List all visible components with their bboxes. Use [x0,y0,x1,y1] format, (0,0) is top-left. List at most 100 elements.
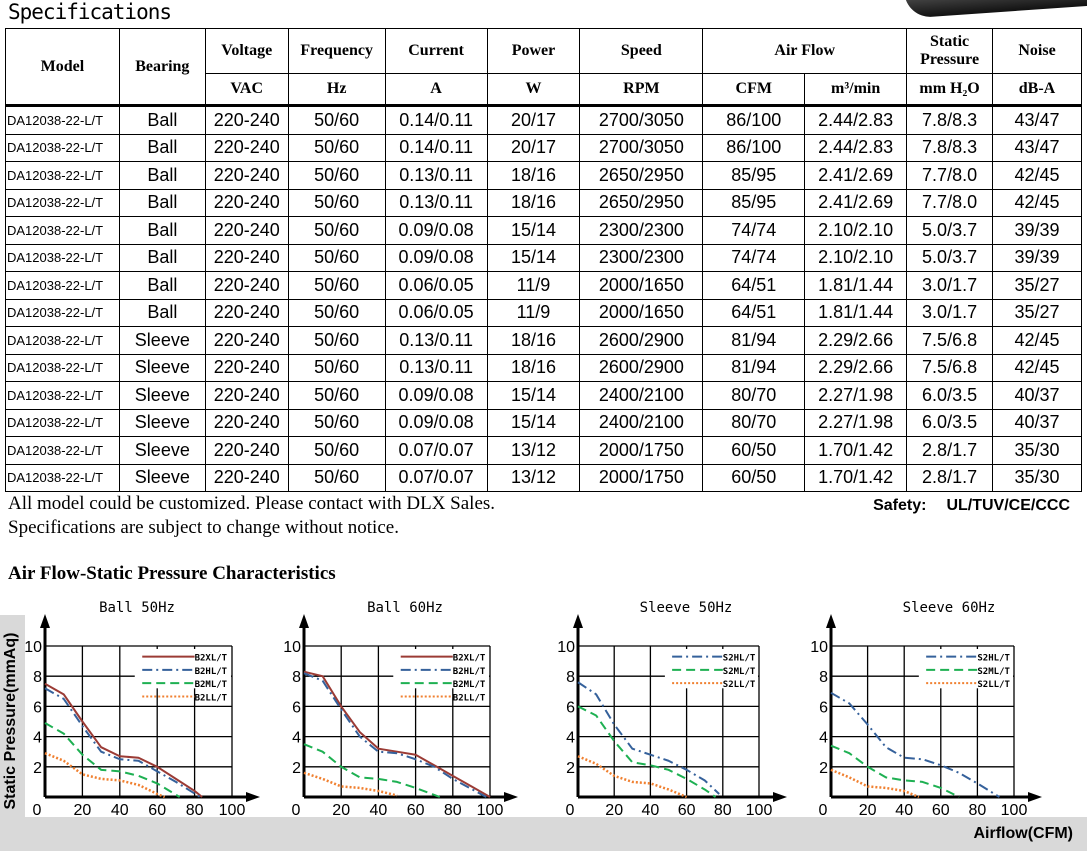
table-cell: 15/14 [486,408,581,437]
table-cell: 0.06/0.05 [384,298,488,327]
x-tick-label: 40 [370,802,388,819]
x-tick-label: 60 [407,802,425,819]
legend-label: B2LL/T [195,693,228,703]
table-cell: 220-240 [204,381,289,410]
legend-label: S2LL/T [977,680,1010,690]
legend-label: S2LL/T [723,680,756,690]
table-cell: 2.44/2.83 [804,133,908,162]
table-cell: Sleeve [118,436,206,465]
unit-current: A [384,73,488,106]
table-cell: 2650/2950 [579,188,704,217]
table-cell: 50/60 [287,408,386,437]
table-cell: 1.70/1.42 [804,463,908,492]
x-tick-label: 20 [605,802,623,819]
legend-box [918,649,1013,689]
table-row: DA12038-22-L/T Sleeve 220-240 50/60 0.13/0.1… [5,353,1082,382]
table-cell: 220-240 [204,271,289,300]
y-tick-label: 4 [819,730,828,747]
unit-pressure: mm H₂O [906,73,994,106]
table-cell: 2.41/2.69 [804,188,908,217]
table-cell: 2.27/1.98 [804,381,908,410]
legend-label: B2LL/T [453,693,486,703]
unit-power: W [486,73,581,106]
table-cell: 60/50 [702,463,806,492]
table-cell: 5.0/3.7 [906,216,994,245]
legend-box [134,649,231,689]
table-cell: 2.44/2.83 [804,104,908,135]
table-cell: 2600/2900 [579,326,704,355]
y-axis-arrow [40,614,50,628]
table-cell: 2.29/2.66 [804,353,908,382]
y-tick-label: 4 [566,730,575,747]
table-cell: 6.0/3.5 [906,381,994,410]
table-cell: 220-240 [204,161,289,190]
x-tick-label: 60 [932,802,950,819]
table-cell: 6.0/3.5 [906,408,994,437]
table-cell: DA12038-22-L/T [5,436,120,465]
table-cell: 50/60 [287,298,386,327]
x-tick-label: 0 [566,802,575,819]
chart-title: Sleeve 60Hz [903,600,996,616]
table-cell: Ball [118,161,206,190]
y-tick-label: 2 [566,760,575,777]
table-cell: Ball [118,188,206,217]
table-cell: 50/60 [287,326,386,355]
x-tick-label: 0 [33,802,42,819]
x-axis-arrow [773,792,787,802]
table-cell: DA12038-22-L/T [5,161,120,190]
table-cell: 1.81/1.44 [804,271,908,300]
page-title: Specifications [8,0,172,24]
table-row: DA12038-22-L/T Ball 220-240 50/60 0.09/0.08 1… [5,243,1082,272]
table-cell: DA12038-22-L/T [5,353,120,382]
y-axis-arrow [573,614,583,628]
chart-3: Sleeve 60Hz 0 20 40 60 80 100 2 4 6 8 10 S2HL/T S2ML/… [810,600,1042,819]
table-cell: 50/60 [287,436,386,465]
table-cell: 50/60 [287,188,386,217]
table-cell: 2.29/2.66 [804,326,908,355]
legend-box [393,649,489,689]
table-cell: 35/30 [992,463,1082,492]
table-cell: 18/16 [486,353,581,382]
table-cell: 7.8/8.3 [906,104,994,135]
unit-cfm: CFM [702,73,806,106]
table-cell: 0.09/0.08 [384,216,488,245]
x-tick-label: 100 [219,802,246,819]
table-cell: 0.13/0.11 [384,161,488,190]
y-tick-label: 2 [292,760,301,777]
table-cell: 43/47 [992,104,1082,135]
table-cell: 220-240 [204,188,289,217]
y-axis-arrow [299,614,309,628]
table-cell: 2600/2900 [579,353,704,382]
unit-frequency: Hz [287,73,386,106]
header-model: Model [5,28,120,106]
series-line-S2ML/T [577,705,717,798]
series-line-B2LL/T [303,771,398,797]
table-cell: 2400/2100 [579,408,704,437]
table-cell: 0.07/0.07 [384,463,488,492]
table-cell: 0.13/0.11 [384,188,488,217]
table-cell: 39/39 [992,243,1082,272]
table-cell: DA12038-22-L/T [5,463,120,492]
y-tick-label: 10 [810,639,828,656]
x-axis-arrow [1028,792,1042,802]
table-cell: 42/45 [992,188,1082,217]
y-tick-label: 6 [819,699,828,716]
table-row: DA12038-22-L/T Ball 220-240 50/60 0.09/0.08 1… [5,216,1082,245]
table-cell: 20/17 [486,133,581,162]
y-tick-label: 8 [566,669,575,686]
table-cell: 0.06/0.05 [384,271,488,300]
x-axis-arrow [246,792,260,802]
y-tick-label: 2 [819,760,828,777]
y-tick-label: 8 [292,669,301,686]
table-cell: 50/60 [287,161,386,190]
table-cell: 40/37 [992,381,1082,410]
table-cell: 220-240 [204,298,289,327]
table-cell: 220-240 [204,104,289,135]
table-cell: 2700/3050 [579,104,704,135]
x-tick-label: 40 [895,802,913,819]
legend-label: B2HL/T [453,667,486,677]
table-row: DA12038-22-L/T Sleeve 220-240 50/60 0.07/0.0… [5,463,1082,492]
table-cell: 50/60 [287,243,386,272]
xlabel-bar [0,817,1087,851]
